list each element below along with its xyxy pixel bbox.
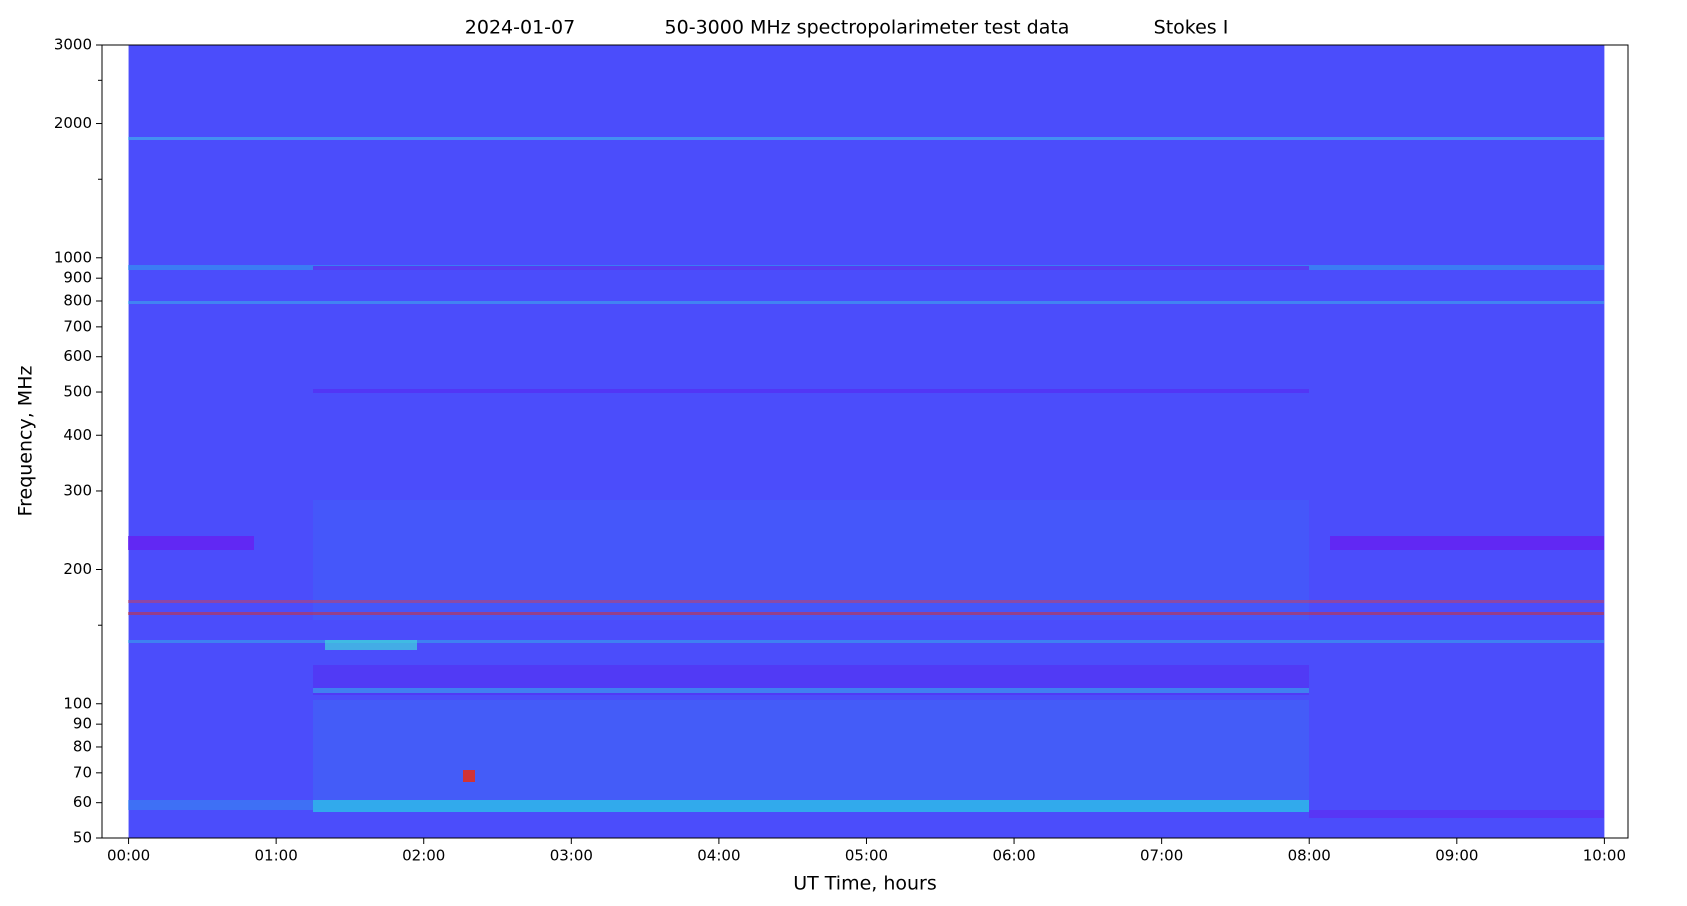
spectrogram-image — [128, 45, 1605, 838]
spectrogram — [128, 45, 1605, 838]
band — [313, 500, 1309, 620]
y-tick-label: 200 — [63, 560, 92, 578]
y-tick-label: 80 — [73, 737, 92, 755]
x-tick-label: 10:00 — [1583, 847, 1626, 865]
band — [325, 640, 417, 650]
y-tick-label: 60 — [73, 793, 92, 811]
band — [313, 266, 1309, 270]
x-tick-label: 03:00 — [550, 847, 593, 865]
band — [128, 137, 1604, 140]
x-tick-label: 01:00 — [255, 847, 298, 865]
y-tick-label: 90 — [73, 715, 92, 733]
band — [313, 665, 1309, 695]
x-tick-label: 07:00 — [1140, 847, 1183, 865]
x-tick-label: 02:00 — [402, 847, 445, 865]
chart-title: Stokes I — [1154, 17, 1229, 39]
band — [1330, 536, 1604, 550]
band — [128, 301, 1604, 304]
y-tick-label: 100 — [63, 694, 92, 712]
x-tick-label: 04:00 — [697, 847, 740, 865]
y-tick-label: 800 — [63, 292, 92, 310]
y-tick-label: 2000 — [54, 114, 92, 132]
band — [313, 688, 1309, 693]
y-tick-label: 300 — [63, 481, 92, 499]
y-axis-label: Frequency, MHz — [15, 366, 37, 517]
x-tick-label: 06:00 — [992, 847, 1035, 865]
x-tick-label: 08:00 — [1288, 847, 1331, 865]
band — [128, 640, 1604, 643]
band — [313, 800, 1309, 812]
y-tick-label: 70 — [73, 763, 92, 781]
y-tick-label: 500 — [63, 383, 92, 401]
band — [313, 389, 1309, 393]
band — [128, 612, 1604, 615]
x-tick-label: 05:00 — [845, 847, 888, 865]
y-tick-label: 50 — [73, 829, 92, 847]
band — [313, 700, 1309, 800]
band — [1309, 810, 1604, 818]
plot-frame — [101, 44, 1629, 839]
chart-title: 2024-01-07 — [465, 17, 575, 39]
x-tick-label: 00:00 — [107, 847, 150, 865]
y-tick-label: 900 — [63, 269, 92, 287]
band — [128, 800, 313, 810]
chart-title: 50-3000 MHz spectropolarimeter test data — [665, 17, 1070, 39]
band — [128, 600, 1604, 603]
y-tick-label: 600 — [63, 347, 92, 365]
x-axis-label: UT Time, hours — [793, 873, 937, 895]
x-tick-label: 09:00 — [1435, 847, 1478, 865]
band — [463, 770, 475, 782]
y-tick-label: 700 — [63, 317, 92, 335]
y-tick-label: 1000 — [54, 248, 92, 266]
y-tick-label: 400 — [63, 426, 92, 444]
y-tick-label: 3000 — [54, 36, 92, 54]
band — [128, 536, 254, 550]
spectral-features — [128, 137, 1604, 818]
